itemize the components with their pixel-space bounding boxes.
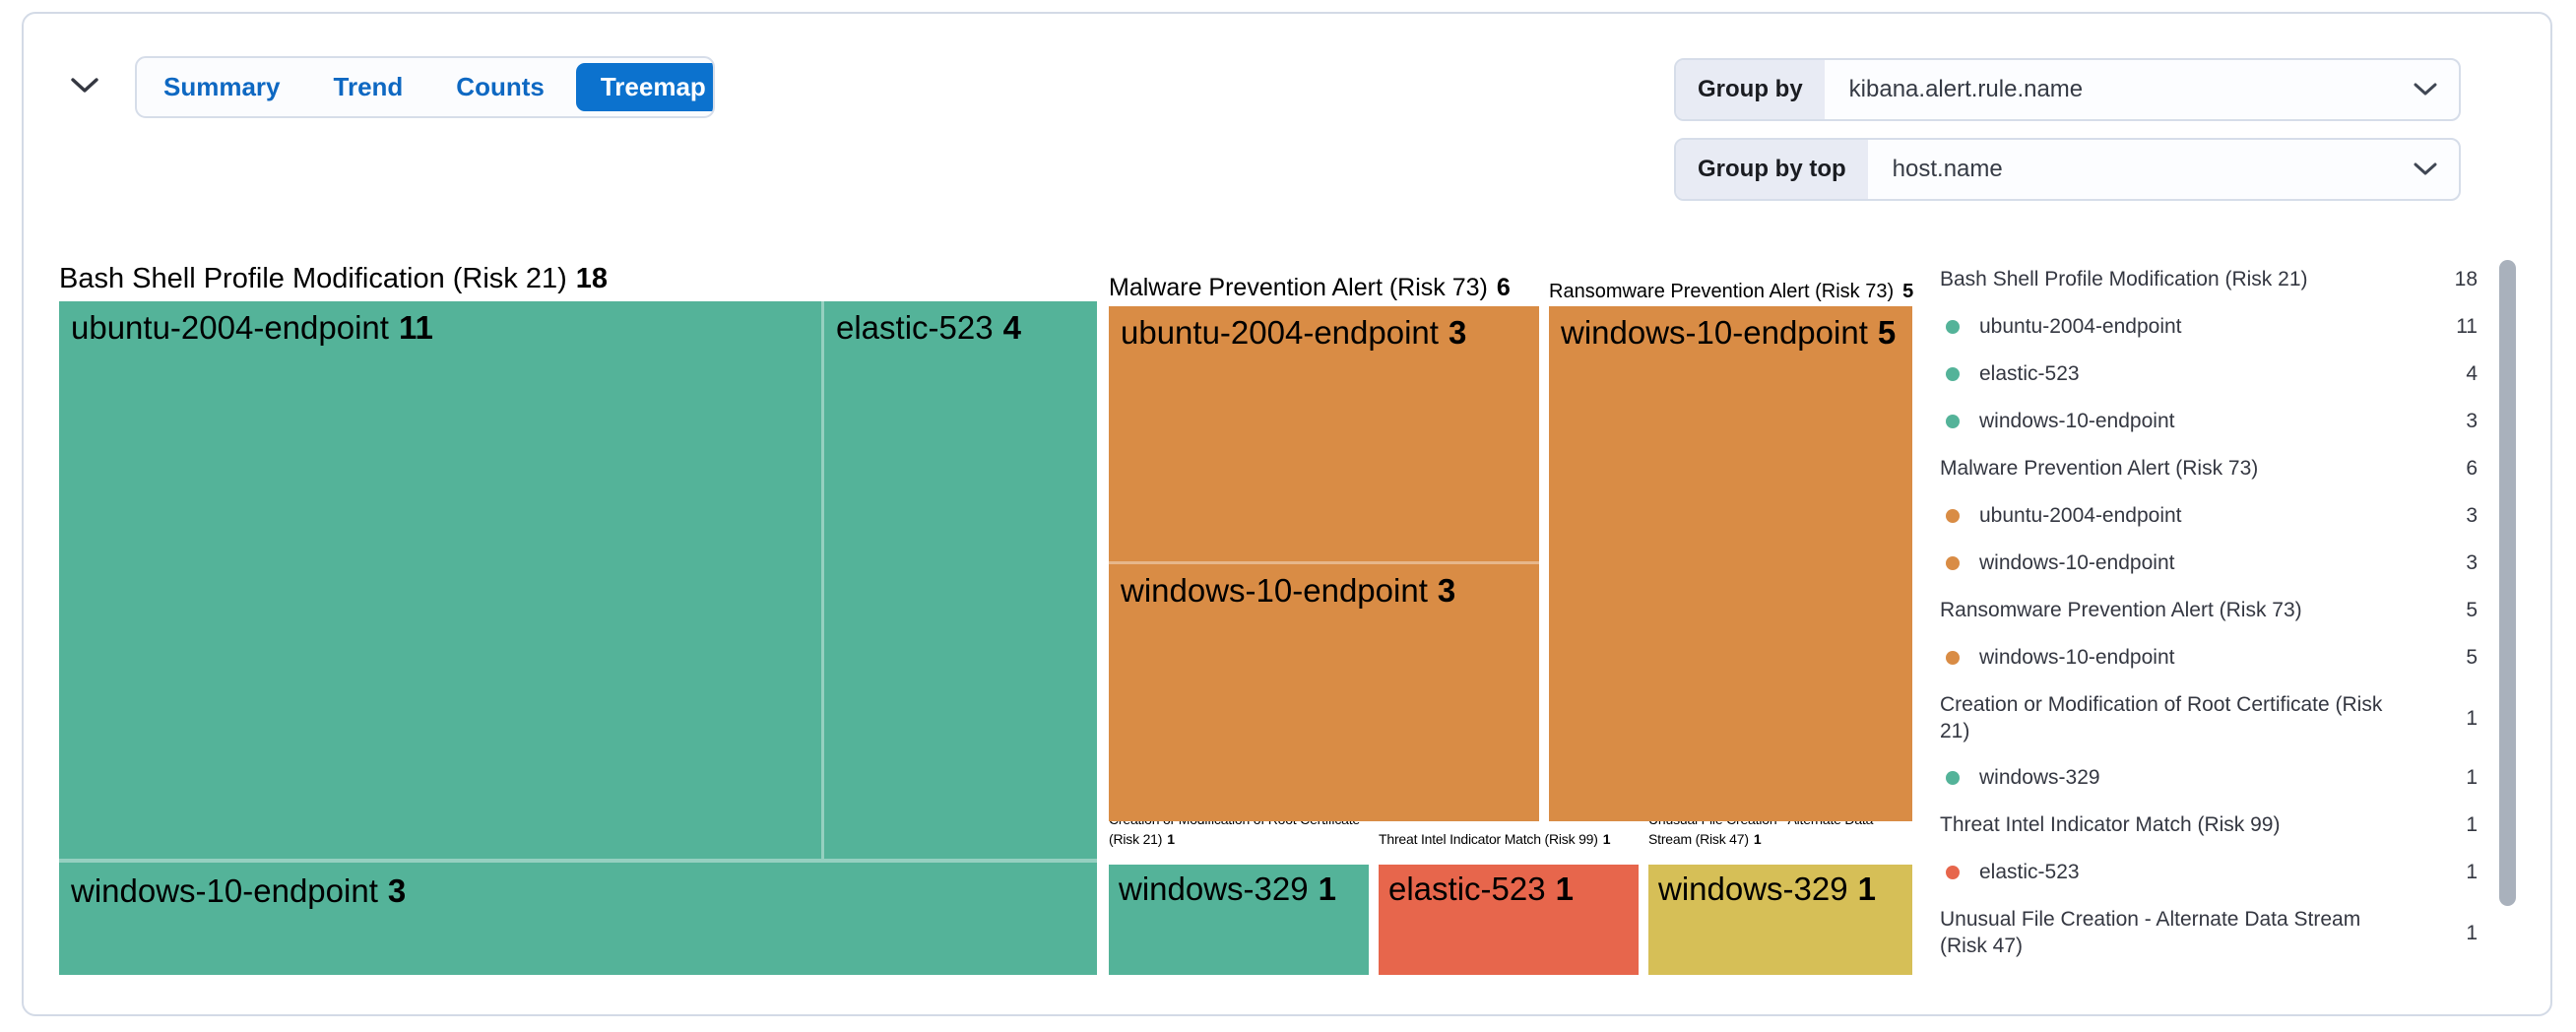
legend-dot-icon: [1946, 509, 1960, 523]
treemap-group-header: Ransomware Prevention Alert (Risk 73) 5: [1549, 281, 1914, 302]
treemap-group-unusual-file-creation: windows-329 1: [1648, 865, 1912, 975]
chevron-down-icon: [71, 77, 98, 97]
group-by-top-select[interactable]: Group by top host.name: [1674, 138, 2461, 201]
legend-dot-icon: [1946, 556, 1960, 570]
legend-item-row[interactable]: elastic-523 4: [1940, 360, 2478, 387]
tile-divider: [1109, 561, 1539, 564]
alerts-visualization-panel: Summary Trend Counts Treemap Group by ki…: [22, 12, 2552, 1016]
legend-group-row[interactable]: Bash Shell Profile Modification (Risk 21…: [1940, 268, 2478, 290]
treemap-group-malware: ubuntu-2004-endpoint 3 windows-10-endpoin…: [1109, 306, 1539, 821]
collapse-panel-button[interactable]: [63, 65, 106, 108]
treemap-tile-windows-329[interactable]: windows-329 1: [1119, 871, 1336, 907]
tile-divider: [59, 859, 1097, 863]
legend-item-row[interactable]: windows-329 1: [1940, 764, 2478, 791]
legend-item-row[interactable]: windows-10-endpoint 3: [1940, 549, 2478, 576]
treemap-group-header: Bash Shell Profile Modification (Risk 21…: [59, 263, 609, 294]
legend-group-row[interactable]: Threat Intel Indicator Match (Risk 99) 1: [1940, 813, 2478, 836]
group-by-top-label: Group by top: [1676, 140, 1868, 199]
legend-item-row[interactable]: windows-10-endpoint 3: [1940, 408, 2478, 434]
tile-divider: [821, 301, 824, 859]
treemap-group-bash-shell: ubuntu-2004-endpoint 11 elastic-523 4 wind…: [59, 301, 1097, 975]
treemap-group-root-certificate: windows-329 1: [1109, 865, 1369, 975]
legend-group-row[interactable]: Unusual File Creation - Alternate Data S…: [1940, 908, 2478, 957]
treemap-group-threat-intel: elastic-523 1: [1379, 865, 1639, 975]
legend-dot-icon: [1946, 771, 1960, 785]
legend-dot-icon: [1946, 367, 1960, 381]
legend-scrollbar[interactable]: [2499, 260, 2516, 906]
group-by-select[interactable]: Group by kibana.alert.rule.name: [1674, 58, 2461, 121]
treemap-tile-elastic-523[interactable]: elastic-523 1: [1388, 871, 1574, 907]
legend-item-row[interactable]: windows-10-endpoint 5: [1940, 644, 2478, 671]
legend-group-row[interactable]: Creation or Modification of Root Certifi…: [1940, 693, 2478, 742]
group-by-top-value: host.name: [1892, 156, 2003, 182]
treemap-tile-windows-10[interactable]: windows-10-endpoint 3: [71, 872, 407, 909]
treemap-tile-ubuntu-2004[interactable]: ubuntu-2004-endpoint 3: [1121, 314, 1467, 351]
treemap-tile-elastic-523[interactable]: elastic-523 4: [836, 309, 1021, 346]
legend-dot-icon: [1946, 320, 1960, 334]
legend-dot-icon: [1946, 651, 1960, 665]
view-mode-button-group: Summary Trend Counts Treemap: [135, 56, 715, 118]
group-by-label: Group by: [1676, 60, 1825, 119]
treemap-tile-windows-10[interactable]: windows-10-endpoint 5: [1561, 314, 1897, 351]
chevron-down-icon: [2414, 140, 2459, 199]
treemap-group-ransomware: windows-10-endpoint 5: [1549, 306, 1912, 821]
legend-group-row[interactable]: Ransomware Prevention Alert (Risk 73) 5: [1940, 599, 2478, 621]
tab-summary[interactable]: Summary: [137, 58, 307, 116]
tab-trend[interactable]: Trend: [307, 58, 430, 116]
treemap-tile-windows-329[interactable]: windows-329 1: [1658, 871, 1876, 907]
treemap-tile-ubuntu-2004[interactable]: ubuntu-2004-endpoint 11: [71, 309, 433, 346]
legend-group-row[interactable]: Malware Prevention Alert (Risk 73) 6: [1940, 457, 2478, 480]
legend-dot-icon: [1946, 415, 1960, 428]
treemap-group-header: Malware Prevention Alert (Risk 73) 6: [1109, 274, 1511, 301]
legend-item-row[interactable]: ubuntu-2004-endpoint 3: [1940, 502, 2478, 529]
chevron-down-icon: [2414, 60, 2459, 119]
tab-treemap[interactable]: Treemap: [575, 63, 713, 111]
group-by-value: kibana.alert.rule.name: [1848, 76, 2084, 102]
legend-item-row[interactable]: elastic-523 1: [1940, 859, 2478, 885]
legend-dot-icon: [1946, 866, 1960, 879]
tab-counts[interactable]: Counts: [429, 58, 571, 116]
treemap-group-header: Threat Intel Indicator Match (Risk 99) 1: [1379, 831, 1611, 847]
treemap-tile-windows-10[interactable]: windows-10-endpoint 3: [1121, 572, 1456, 609]
legend-item-row[interactable]: ubuntu-2004-endpoint 11: [1940, 313, 2478, 340]
